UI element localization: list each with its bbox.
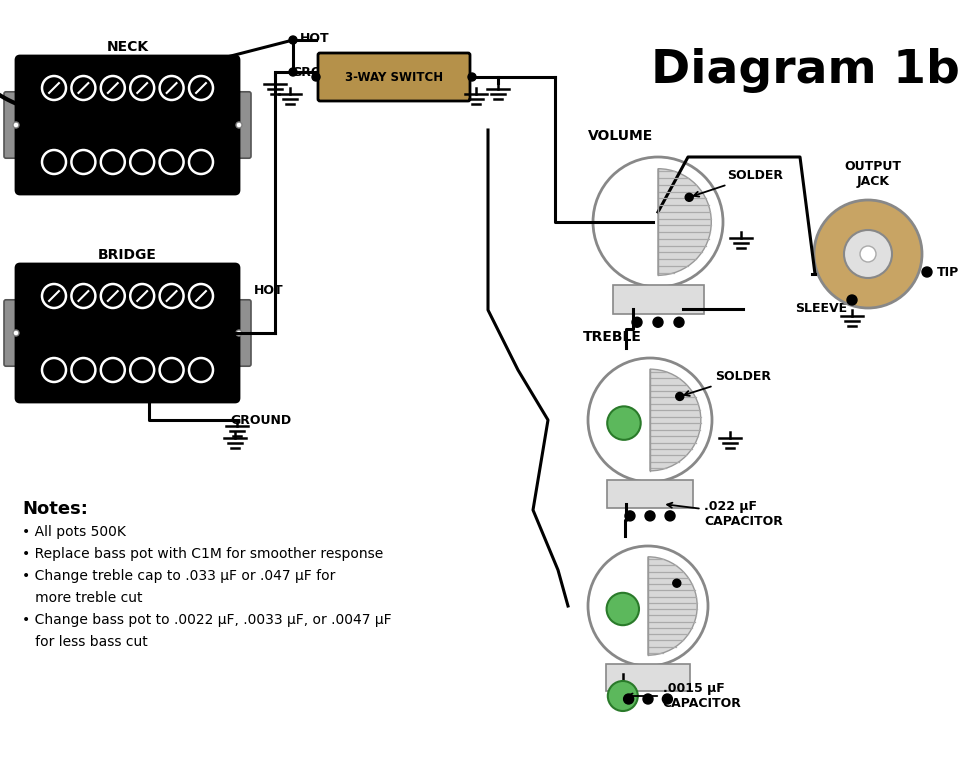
- Circle shape: [72, 76, 95, 100]
- Circle shape: [189, 150, 213, 174]
- Circle shape: [608, 407, 641, 440]
- Circle shape: [289, 68, 297, 76]
- Circle shape: [607, 593, 639, 625]
- Circle shape: [653, 317, 663, 327]
- Text: GROUND: GROUND: [230, 413, 291, 427]
- Wedge shape: [658, 169, 711, 276]
- Text: • All pots 500K: • All pots 500K: [22, 525, 125, 539]
- Circle shape: [101, 150, 124, 174]
- Text: HOT: HOT: [254, 283, 283, 296]
- Text: Diagram 1b: Diagram 1b: [651, 48, 960, 93]
- Text: SOLDER: SOLDER: [694, 169, 783, 196]
- Text: TIP: TIP: [937, 266, 959, 279]
- Circle shape: [160, 76, 183, 100]
- Circle shape: [312, 73, 320, 81]
- Circle shape: [468, 73, 476, 81]
- Circle shape: [72, 150, 95, 174]
- Circle shape: [847, 295, 857, 305]
- Text: OUTPUT
JACK: OUTPUT JACK: [845, 160, 902, 188]
- Text: BRIDGE: BRIDGE: [98, 248, 157, 262]
- Circle shape: [643, 694, 653, 704]
- Text: HOT: HOT: [300, 32, 329, 45]
- Text: for less bass cut: for less bass cut: [22, 635, 148, 649]
- Circle shape: [922, 267, 932, 277]
- Circle shape: [814, 200, 922, 308]
- Circle shape: [42, 76, 66, 100]
- Circle shape: [676, 393, 684, 400]
- Text: .022 μF
CAPACITOR: .022 μF CAPACITOR: [667, 500, 783, 528]
- Circle shape: [623, 694, 634, 704]
- Circle shape: [189, 284, 213, 308]
- Text: SOLDER: SOLDER: [684, 370, 770, 396]
- Wedge shape: [648, 557, 697, 655]
- Circle shape: [662, 694, 672, 704]
- FancyBboxPatch shape: [4, 300, 28, 367]
- Circle shape: [101, 76, 124, 100]
- Text: 3-WAY SWITCH: 3-WAY SWITCH: [345, 71, 443, 83]
- Circle shape: [42, 284, 66, 308]
- Circle shape: [160, 358, 183, 382]
- FancyBboxPatch shape: [16, 56, 239, 194]
- Circle shape: [673, 579, 681, 588]
- Circle shape: [130, 284, 154, 308]
- Text: Notes:: Notes:: [22, 500, 88, 518]
- Circle shape: [130, 358, 154, 382]
- FancyBboxPatch shape: [612, 285, 704, 314]
- Circle shape: [665, 511, 675, 521]
- Text: .0015 μF
CAPACITOR: .0015 μF CAPACITOR: [627, 682, 742, 710]
- Circle shape: [72, 284, 95, 308]
- Circle shape: [160, 284, 183, 308]
- Text: GROUND: GROUND: [291, 65, 352, 79]
- FancyBboxPatch shape: [4, 92, 28, 158]
- Circle shape: [189, 358, 213, 382]
- FancyBboxPatch shape: [227, 300, 251, 367]
- Circle shape: [236, 122, 242, 128]
- Circle shape: [860, 246, 876, 262]
- Text: SLEEVE: SLEEVE: [795, 302, 847, 315]
- Circle shape: [101, 358, 124, 382]
- Circle shape: [130, 150, 154, 174]
- FancyBboxPatch shape: [16, 264, 239, 402]
- Circle shape: [289, 36, 297, 44]
- Circle shape: [189, 76, 213, 100]
- Circle shape: [593, 157, 723, 287]
- Circle shape: [608, 681, 638, 711]
- Wedge shape: [650, 369, 701, 470]
- Circle shape: [101, 284, 124, 308]
- FancyBboxPatch shape: [606, 664, 690, 691]
- Circle shape: [13, 122, 19, 128]
- Circle shape: [236, 330, 242, 336]
- FancyBboxPatch shape: [318, 53, 470, 101]
- Text: • Replace bass pot with C1M for smoother response: • Replace bass pot with C1M for smoother…: [22, 547, 383, 561]
- Circle shape: [625, 511, 635, 521]
- Text: • Change treble cap to .033 μF or .047 μF for: • Change treble cap to .033 μF or .047 μ…: [22, 569, 335, 583]
- Circle shape: [160, 150, 183, 174]
- Circle shape: [42, 358, 66, 382]
- Circle shape: [588, 358, 712, 482]
- Text: VOLUME: VOLUME: [588, 129, 654, 143]
- Circle shape: [130, 76, 154, 100]
- Circle shape: [588, 546, 708, 666]
- FancyBboxPatch shape: [227, 92, 251, 158]
- Circle shape: [674, 317, 684, 327]
- Circle shape: [13, 330, 19, 336]
- Circle shape: [844, 230, 892, 278]
- Text: TREBLE: TREBLE: [583, 330, 642, 344]
- Circle shape: [42, 150, 66, 174]
- FancyBboxPatch shape: [607, 480, 694, 508]
- Circle shape: [645, 511, 655, 521]
- Circle shape: [72, 358, 95, 382]
- Text: • Change bass pot to .0022 μF, .0033 μF, or .0047 μF: • Change bass pot to .0022 μF, .0033 μF,…: [22, 613, 392, 627]
- Circle shape: [632, 317, 642, 327]
- Text: more treble cut: more treble cut: [22, 591, 142, 605]
- Circle shape: [685, 193, 693, 201]
- Text: NECK: NECK: [107, 40, 149, 54]
